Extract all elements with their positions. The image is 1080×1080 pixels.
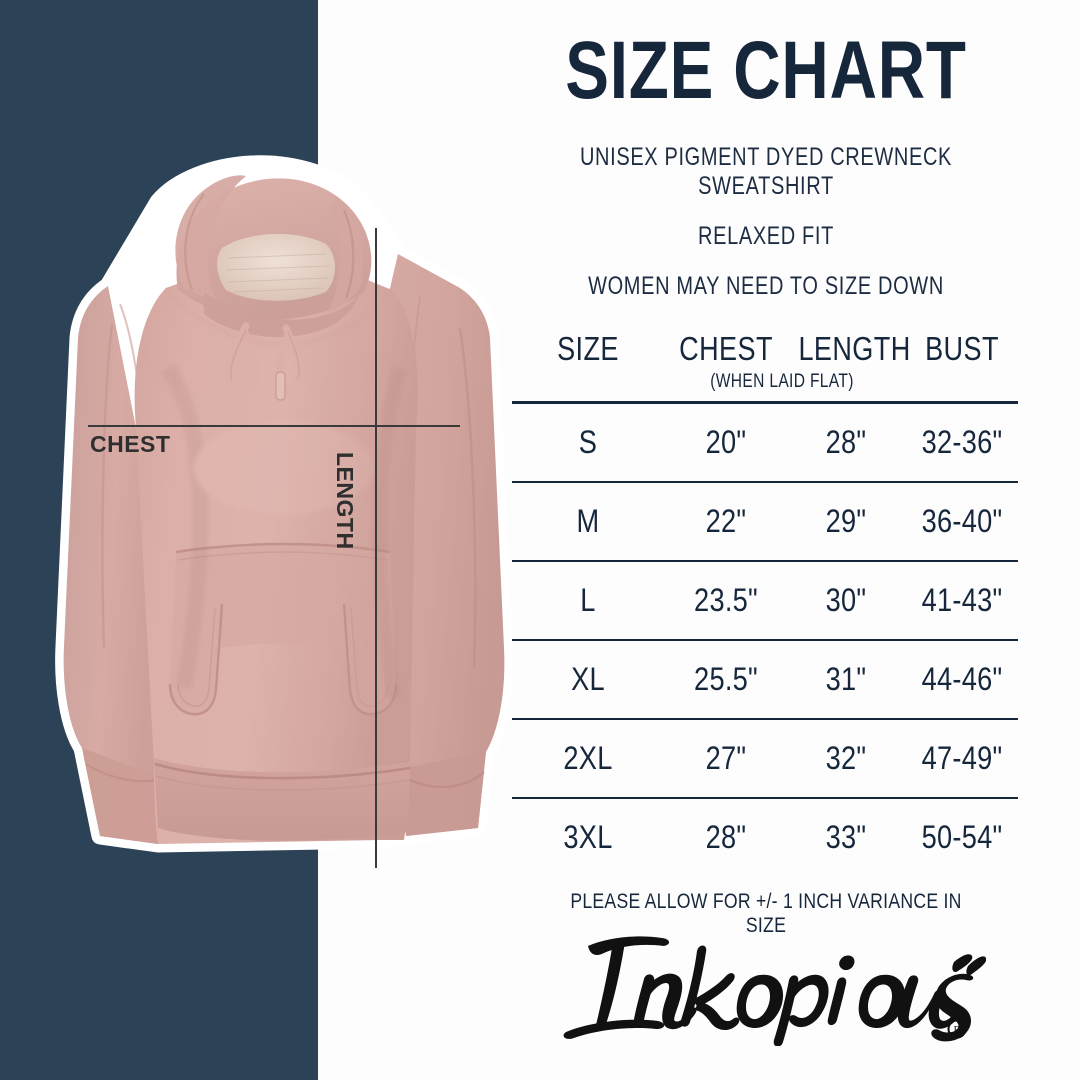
cell-length: 31" [825, 661, 867, 698]
brand-logo: R [512, 928, 1020, 1048]
page-title: SIZE CHART [565, 25, 967, 116]
size-table: SIZE CHEST LENGTH BUST (WHEN LAID FLAT) … [512, 327, 1020, 876]
cell-chest: 28" [705, 819, 747, 856]
cell-bust: 44-46" [921, 661, 1003, 698]
cell-chest: 22" [705, 503, 747, 540]
svg-text:R: R [954, 1025, 961, 1036]
cell-length: 33" [825, 819, 867, 856]
cell-length: 29" [825, 503, 867, 540]
cell-length: 30" [825, 582, 867, 619]
table-row: S 20" 28" 32-36" [512, 404, 1020, 481]
hood-lining [217, 233, 335, 301]
table-rule-top [512, 401, 1018, 405]
length-guide-label: LENGTH [332, 452, 358, 550]
hoodie-illustration [55, 155, 513, 853]
table-rule [512, 639, 1018, 642]
table-row: L 23.5" 30" 41-43" [512, 562, 1020, 639]
subtitle-sizing-advice: WOMEN MAY NEED TO SIZE DOWN [588, 272, 944, 301]
chart-column: SIZE CHART UNISEX PIGMENT DYED CREWNECK … [512, 0, 1020, 1080]
cell-size: S [578, 424, 598, 461]
table-rule [512, 718, 1018, 721]
column-header-chest: CHEST [679, 330, 773, 368]
cell-bust: 47-49" [921, 740, 1003, 777]
chest-guide-line [88, 425, 460, 427]
inkopious-wordmark-icon: R [563, 936, 986, 1046]
table-header-row: SIZE CHEST LENGTH BUST [512, 327, 1020, 371]
table-row: XL 25.5" 31" 44-46" [512, 641, 1020, 718]
cell-bust: 50-54" [921, 819, 1003, 856]
cell-chest: 27" [705, 740, 747, 777]
chest-note: (WHEN LAID FLAT) [710, 371, 854, 393]
column-header-length: LENGTH [798, 330, 911, 368]
cell-size: XL [571, 661, 605, 698]
chest-note-row: (WHEN LAID FLAT) [512, 371, 1020, 401]
cell-chest: 25.5" [694, 661, 758, 698]
registered-trademark-icon: R [947, 1019, 967, 1039]
cell-bust: 41-43" [921, 582, 1003, 619]
cell-bust: 32-36" [921, 424, 1003, 461]
subtitle-fit: RELAXED FIT [698, 222, 834, 251]
table-rule [512, 560, 1018, 563]
table-row: 2XL 27" 32" 47-49" [512, 720, 1020, 797]
cell-size: M [576, 503, 600, 540]
cell-chest: 23.5" [694, 582, 758, 619]
variance-footnote: PLEASE ALLOW FOR +/- 1 INCH VARIANCE IN … [570, 890, 962, 938]
table-row: 3XL 28" 33" 50-54" [512, 799, 1020, 876]
table-rule [512, 481, 1018, 484]
cell-size: 2XL [563, 740, 613, 777]
hoodie-hem [154, 758, 410, 841]
length-guide-line [375, 228, 377, 868]
column-header-size: SIZE [557, 330, 619, 368]
product-photo-stage: CHEST LENGTH [0, 0, 520, 1080]
cell-chest: 20" [705, 424, 747, 461]
hoodie-product-photo [8, 128, 518, 876]
cell-length: 32" [825, 740, 867, 777]
hoodie-pocket [170, 544, 396, 715]
cell-bust: 36-40" [921, 503, 1003, 540]
drawstring-aglet [275, 371, 286, 401]
table-rule [512, 797, 1018, 800]
table-row: M 22" 29" 36-40" [512, 483, 1020, 560]
subtitle-product: UNISEX PIGMENT DYED CREWNECK SWEATSHIRT [579, 143, 953, 201]
cell-size: L [580, 582, 596, 619]
cell-size: 3XL [563, 819, 613, 856]
chest-guide-label: CHEST [90, 431, 171, 457]
column-header-bust: BUST [925, 330, 999, 368]
cell-length: 28" [825, 424, 867, 461]
